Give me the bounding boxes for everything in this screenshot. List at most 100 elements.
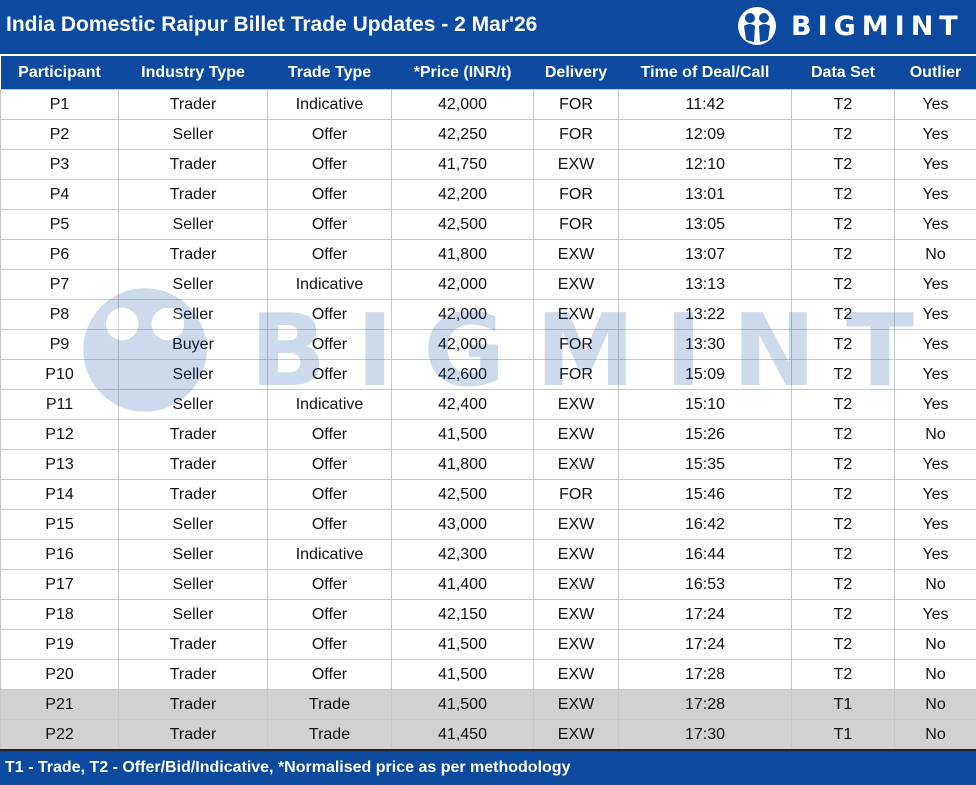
- table-cell: T2: [791, 629, 895, 660]
- table-cell: T1: [791, 689, 895, 720]
- column-header: Delivery: [533, 56, 619, 90]
- table-cell: Seller: [118, 269, 268, 300]
- table-cell: 42,600: [391, 359, 534, 390]
- table-cell: 11:42: [618, 89, 792, 120]
- table-row: P16 Seller Indicative 42,300 EXW 16:44 T2 Yes: [0, 539, 976, 570]
- table-cell: FOR: [533, 119, 619, 150]
- footer-note: T1 - Trade, T2 - Offer/Bid/Indicative, *…: [0, 749, 976, 785]
- table-cell: 12:10: [618, 149, 792, 180]
- table-cell: EXW: [533, 269, 619, 300]
- table-cell: 13:30: [618, 329, 792, 360]
- column-header: Industry Type: [118, 56, 268, 90]
- table-cell: 12:09: [618, 119, 792, 150]
- table-cell: EXW: [533, 689, 619, 720]
- trade-table: Participant Industry Type Trade Type *Price…: [0, 56, 976, 750]
- table-cell: Yes: [894, 509, 976, 540]
- table-row: P2 Seller Offer 42,250 FOR 12:09 T2 Yes: [0, 119, 976, 150]
- table-cell: Offer: [267, 119, 392, 150]
- table-cell: T2: [791, 89, 895, 120]
- table-row: P19 Trader Offer 41,500 EXW 17:24 T2 No: [0, 629, 976, 660]
- table-cell: T2: [791, 329, 895, 360]
- table-cell: 42,000: [391, 329, 534, 360]
- table-cell: T2: [791, 509, 895, 540]
- table-cell: Yes: [894, 539, 976, 570]
- table-cell: P22: [0, 719, 119, 750]
- table-cell: EXW: [533, 419, 619, 450]
- table-cell: T2: [791, 479, 895, 510]
- table-cell: Offer: [267, 509, 392, 540]
- table-cell: T2: [791, 419, 895, 450]
- table-cell: Offer: [267, 599, 392, 630]
- table-cell: P11: [0, 389, 119, 420]
- table-cell: T2: [791, 389, 895, 420]
- table-cell: P7: [0, 269, 119, 300]
- table-cell: Trader: [118, 689, 268, 720]
- table-cell: Offer: [267, 209, 392, 240]
- table-cell: 13:01: [618, 179, 792, 210]
- table-cell: FOR: [533, 329, 619, 360]
- table-cell: Trader: [118, 659, 268, 690]
- table-cell: 15:35: [618, 449, 792, 480]
- table-cell: EXW: [533, 509, 619, 540]
- table-cell: P9: [0, 329, 119, 360]
- table-cell: 42,150: [391, 599, 534, 630]
- table-cell: T2: [791, 659, 895, 690]
- table-cell: 41,500: [391, 629, 534, 660]
- table-cell: P12: [0, 419, 119, 450]
- table-cell: Offer: [267, 359, 392, 390]
- table-cell: T1: [791, 719, 895, 750]
- table-cell: 13:07: [618, 239, 792, 270]
- table-cell: 17:28: [618, 659, 792, 690]
- table-cell: 15:10: [618, 389, 792, 420]
- table-cell: 42,300: [391, 539, 534, 570]
- table-cell: 17:30: [618, 719, 792, 750]
- table-row: P11 Seller Indicative 42,400 EXW 15:10 T2 Yes: [0, 389, 976, 420]
- table-cell: No: [894, 659, 976, 690]
- table-row: P5 Seller Offer 42,500 FOR 13:05 T2 Yes: [0, 209, 976, 240]
- table-cell: Offer: [267, 419, 392, 450]
- table-row: P20 Trader Offer 41,500 EXW 17:28 T2 No: [0, 659, 976, 690]
- table-cell: 42,250: [391, 119, 534, 150]
- table-cell: Seller: [118, 359, 268, 390]
- table-cell: T2: [791, 299, 895, 330]
- table-cell: FOR: [533, 209, 619, 240]
- table-cell: Trader: [118, 719, 268, 750]
- table-cell: T2: [791, 149, 895, 180]
- title-bar: India Domestic Raipur Billet Trade Updat…: [0, 0, 976, 56]
- table-cell: 41,500: [391, 689, 534, 720]
- table-cell: 13:22: [618, 299, 792, 330]
- table-cell: 15:26: [618, 419, 792, 450]
- bigmint-logo-icon: [738, 7, 776, 45]
- table-cell: No: [894, 569, 976, 600]
- table-row: P21 Trader Trade 41,500 EXW 17:28 T1 No: [0, 689, 976, 720]
- table-row: P14 Trader Offer 42,500 FOR 15:46 T2 Yes: [0, 479, 976, 510]
- table-cell: Trader: [118, 479, 268, 510]
- table-cell: 41,500: [391, 659, 534, 690]
- table-cell: 42,500: [391, 209, 534, 240]
- table-cell: Offer: [267, 569, 392, 600]
- table-cell: T2: [791, 569, 895, 600]
- table-cell: No: [894, 239, 976, 270]
- table-cell: Seller: [118, 389, 268, 420]
- table-cell: 42,400: [391, 389, 534, 420]
- table-cell: EXW: [533, 149, 619, 180]
- table-cell: Seller: [118, 539, 268, 570]
- table-cell: Seller: [118, 299, 268, 330]
- table-row: P15 Seller Offer 43,000 EXW 16:42 T2 Yes: [0, 509, 976, 540]
- table-cell: EXW: [533, 299, 619, 330]
- table-cell: 13:05: [618, 209, 792, 240]
- table-cell: P20: [0, 659, 119, 690]
- table-cell: 41,800: [391, 449, 534, 480]
- table-cell: Yes: [894, 329, 976, 360]
- column-header: Time of Deal/Call: [618, 56, 792, 90]
- column-header: *Price (INR/t): [391, 56, 534, 90]
- table-cell: FOR: [533, 359, 619, 390]
- table-cell: EXW: [533, 539, 619, 570]
- table-cell: 42,000: [391, 269, 534, 300]
- table-cell: Yes: [894, 599, 976, 630]
- page-title: India Domestic Raipur Billet Trade Updat…: [6, 13, 538, 36]
- table-cell: Seller: [118, 569, 268, 600]
- table-cell: 41,400: [391, 569, 534, 600]
- table-cell: 43,000: [391, 509, 534, 540]
- table-cell: 17:28: [618, 689, 792, 720]
